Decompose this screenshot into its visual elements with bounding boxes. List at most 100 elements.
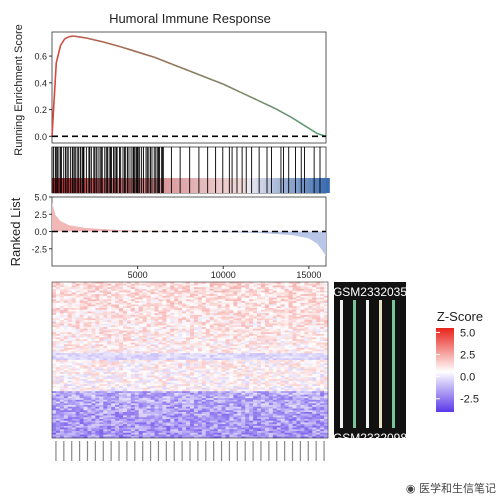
heatmap-cell (233, 309, 238, 312)
heatmap-cell (83, 349, 88, 352)
heatmap-cell (126, 358, 132, 361)
heatmap-cell (67, 370, 73, 373)
heatmap-cell (150, 304, 155, 307)
heatmap-cell (79, 342, 84, 345)
rank-strip-cell (280, 178, 285, 193)
heatmap-cell (276, 282, 281, 285)
heatmap-cell (257, 361, 262, 364)
heatmap-cell (284, 302, 289, 305)
heatmap-cell (99, 287, 104, 290)
heatmap-cell (257, 354, 262, 357)
heatmap-cell (296, 391, 301, 394)
heatmap-cell (304, 294, 309, 297)
heatmap-cell (162, 288, 167, 291)
heatmap-cell (87, 332, 92, 335)
heatmap-cell (197, 283, 203, 286)
heatmap-cell (83, 394, 88, 397)
heatmap-cell (142, 304, 147, 307)
heatmap-cell (233, 340, 238, 343)
heatmap-cell (233, 299, 238, 302)
heatmap-cell (182, 387, 187, 390)
heatmap-cell (119, 344, 124, 347)
heatmap-cell (312, 282, 317, 285)
heatmap-cell (241, 354, 246, 357)
heatmap-cell (197, 377, 203, 380)
heatmap-cell (126, 342, 132, 345)
heatmap-cell (201, 321, 207, 324)
heatmap-cell (233, 334, 238, 337)
heatmap-cell (197, 389, 203, 392)
heatmap-cell (260, 346, 266, 349)
heatmap-cell (99, 370, 104, 373)
heatmap-cell (221, 313, 226, 316)
heatmap-cell (229, 290, 234, 293)
heatmap-cell (87, 349, 92, 352)
heatmap-cell (296, 282, 301, 285)
heatmap-cell (201, 334, 207, 337)
heatmap-cell (146, 398, 151, 401)
heatmap-cell (122, 287, 128, 290)
heatmap-cell (154, 360, 159, 363)
heatmap-cell (268, 321, 274, 324)
heatmap-cell (71, 327, 76, 330)
rank-strip-cell (235, 178, 240, 193)
heatmap-cell (197, 339, 203, 342)
heatmap-cell (166, 288, 171, 291)
heatmap-cell (264, 389, 270, 392)
heatmap-cell (217, 353, 222, 356)
heatmap-cell (304, 344, 309, 347)
heatmap-cell (292, 304, 297, 307)
heatmap-cell (245, 323, 250, 326)
heatmap-cell (103, 292, 108, 295)
heatmap-cell (142, 360, 147, 363)
heatmap-cell (193, 361, 199, 364)
heatmap-cell (292, 353, 297, 356)
es-y-tick-label: 0.4 (34, 78, 47, 88)
heatmap-cell (83, 290, 88, 293)
heatmap-cell (91, 290, 96, 293)
heatmap-cell (75, 339, 80, 342)
heatmap-cell (253, 366, 258, 369)
heatmap-cell (201, 389, 207, 392)
heatmap-cell (75, 340, 80, 343)
heatmap-cell (264, 346, 270, 349)
heatmap-cell (276, 360, 281, 363)
heatmap-cell (324, 349, 329, 352)
heatmap-cell (213, 387, 218, 390)
heatmap-cell (115, 349, 120, 352)
heatmap-cell (245, 302, 250, 305)
heatmap-cell (111, 389, 116, 392)
heatmap-cell (107, 347, 112, 350)
heatmap-cell (67, 379, 73, 382)
heatmap-cell (115, 398, 120, 401)
heatmap-cell (253, 384, 258, 387)
heatmap-cell (257, 384, 262, 387)
heatmap-cell (59, 375, 65, 378)
heatmap-cell (237, 292, 242, 295)
heatmap-cell (83, 302, 88, 305)
heatmap-cell (182, 356, 187, 359)
heatmap-cell (71, 321, 76, 324)
heatmap-cell (71, 386, 76, 389)
heatmap-cell (83, 323, 88, 326)
heatmap-cell (217, 290, 222, 293)
heatmap-cell (162, 325, 167, 328)
heatmap-cell (170, 299, 175, 302)
heatmap-cell (264, 308, 270, 311)
heatmap-cell (71, 363, 76, 366)
heatmap-cell (225, 327, 230, 330)
heatmap-cell (146, 354, 151, 357)
heatmap-cell (304, 392, 309, 395)
heatmap-cell (296, 337, 301, 340)
heatmap-cell (276, 387, 281, 390)
heatmap-cell (201, 335, 207, 338)
heatmap-cell (304, 285, 309, 288)
heatmap-cell (229, 308, 234, 311)
heatmap-cell (103, 361, 108, 364)
heatmap-cell (186, 340, 191, 343)
heatmap-cell (276, 299, 281, 302)
heatmap-cell (154, 354, 159, 357)
heatmap-cell (300, 340, 305, 343)
heatmap-cell (162, 320, 167, 323)
heatmap-cell (138, 282, 143, 285)
